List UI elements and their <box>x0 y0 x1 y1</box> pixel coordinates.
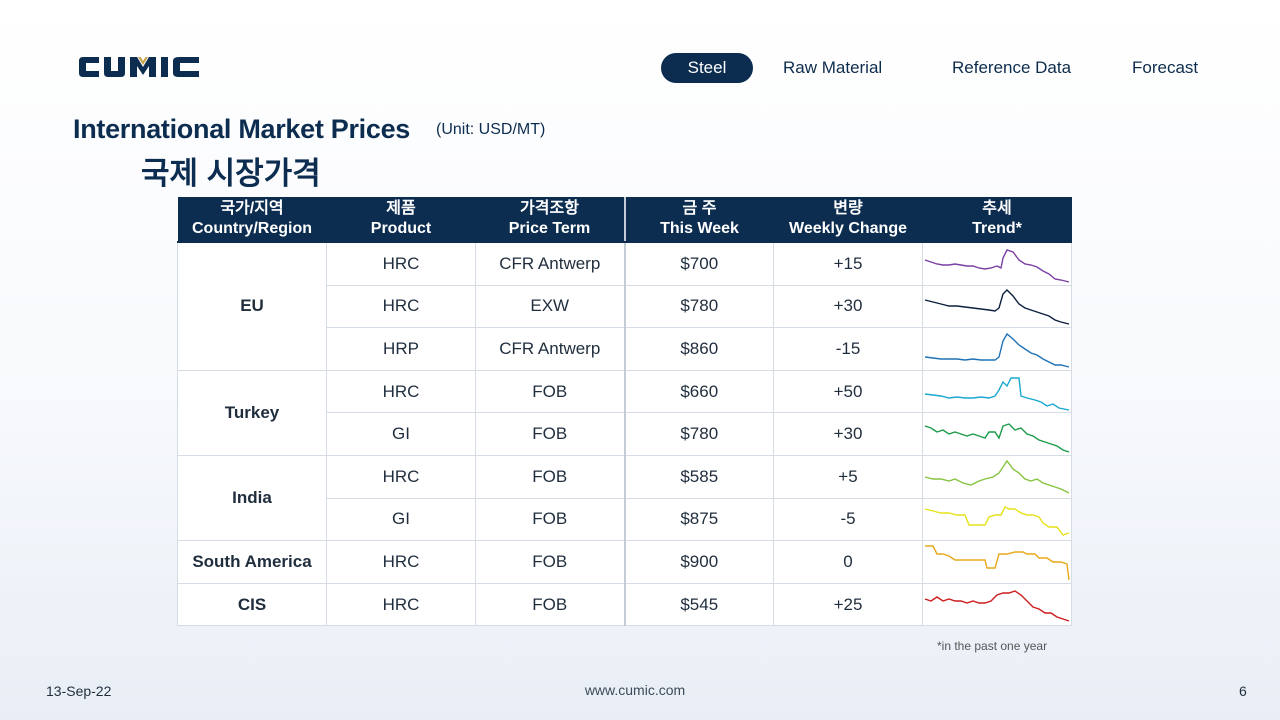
price-cell: $585 <box>623 454 774 499</box>
change-cell: +30 <box>773 412 923 456</box>
unit-label: (Unit: USD/MT) <box>436 121 546 138</box>
change-cell: +25 <box>773 582 923 627</box>
region-cell: CIS <box>177 582 327 627</box>
table-row: South America HRC FOB $900 0 <box>177 540 1072 584</box>
term-cell: EXW <box>475 284 625 329</box>
product-cell: HRC <box>326 454 476 499</box>
nav-tab-reference-data[interactable]: Reference Data <box>952 58 1072 77</box>
trend-sparkline <box>924 459 1070 494</box>
term-cell: FOB <box>475 369 625 414</box>
price-table: 국가/지역 Country/Region 제품 Product 가격조항 Price … <box>177 197 1072 627</box>
term-cell: FOB <box>475 540 625 584</box>
header-trend: 추세 Trend* <box>922 197 1072 243</box>
price-cell: $860 <box>623 327 774 371</box>
change-cell: -15 <box>773 327 923 371</box>
price-cell: $780 <box>623 412 774 456</box>
product-cell: HRC <box>326 582 476 627</box>
price-cell: $780 <box>623 284 774 329</box>
change-cell: 0 <box>773 540 923 584</box>
footer-url[interactable]: www.cumic.com <box>584 682 686 698</box>
trend-sparkline <box>925 545 1070 581</box>
table-row: HRC EXW $780 +30 <box>178 284 1072 329</box>
table-row: EU HRC CFR Antwerp $700 +15 <box>177 241 1072 371</box>
change-cell: +15 <box>773 241 923 286</box>
product-cell: HRC <box>326 369 476 414</box>
trend-cell <box>922 582 1072 627</box>
table-row: India HRC FOB $585 +5 <box>177 454 1072 542</box>
price-cell: $700 <box>623 241 774 286</box>
trend-sparkline <box>924 376 1070 411</box>
footer-date: 13-Sep-22 <box>46 683 112 699</box>
term-cell: FOB <box>475 497 625 542</box>
change-cell: +30 <box>773 284 923 329</box>
page-title-korean: 국제 시장가격 <box>141 156 321 191</box>
trend-cell <box>922 412 1072 456</box>
table-row: GI FOB $780 +30 <box>178 412 1072 456</box>
trend-cell <box>922 284 1072 329</box>
header-weekly-change: 변량 Weekly Change <box>773 197 923 243</box>
change-cell: +5 <box>773 454 923 499</box>
term-cell: CFR Antwerp <box>475 241 625 286</box>
trend-cell <box>922 369 1072 414</box>
table-row: GI FOB $875 -5 <box>178 497 1072 542</box>
region-cell: South America <box>177 540 327 584</box>
header-country-region: 국가/지역 Country/Region <box>177 197 327 243</box>
product-cell: HRC <box>326 241 476 286</box>
cumic-logo <box>77 55 205 81</box>
price-cell: $545 <box>623 582 774 627</box>
change-cell: +50 <box>773 369 923 414</box>
trend-sparkline <box>924 332 1070 368</box>
trend-sparkline <box>924 589 1070 622</box>
trend-cell <box>922 454 1072 499</box>
header-this-week: 금 주 This Week <box>623 197 774 243</box>
page-title: International Market Prices <box>73 114 411 144</box>
trend-sparkline <box>924 289 1070 326</box>
nav-tab-steel[interactable]: Steel <box>661 53 753 83</box>
trend-sparkline <box>924 423 1070 453</box>
trend-cell <box>922 241 1072 286</box>
price-cell: $900 <box>623 540 774 584</box>
page-number: 6 <box>1239 683 1247 699</box>
header-product: 제품 Product <box>326 197 476 243</box>
product-cell: HRC <box>326 540 476 584</box>
region-cell: India <box>177 454 327 542</box>
change-cell: -5 <box>773 497 923 542</box>
table-header-row: 국가/지역 Country/Region 제품 Product 가격조항 Price … <box>177 197 1072 243</box>
trend-cell <box>922 497 1072 542</box>
price-cell: $660 <box>623 369 774 414</box>
product-cell: HRP <box>326 327 476 371</box>
table-row: Turkey HRC FOB $660 +50 <box>177 369 1072 456</box>
trend-footnote: *in the past one year <box>937 639 1048 653</box>
cumic-logo-mark <box>79 57 199 77</box>
price-cell: $875 <box>623 497 774 542</box>
header-price-term: 가격조항 Price Term <box>475 197 625 243</box>
trend-cell <box>922 540 1072 584</box>
table-row: CIS HRC FOB $545 +25 <box>177 582 1072 627</box>
table-row: HRP CFR Antwerp $860 -15 <box>178 327 1072 371</box>
trend-sparkline <box>924 248 1070 283</box>
trend-cell <box>922 327 1072 371</box>
region-cell: EU <box>177 241 327 371</box>
term-cell: CFR Antwerp <box>475 327 625 371</box>
product-cell: HRC <box>326 284 476 329</box>
product-cell: GI <box>326 497 476 542</box>
term-cell: FOB <box>475 412 625 456</box>
nav-tab-forecast[interactable]: Forecast <box>1132 58 1199 77</box>
trend-sparkline <box>924 506 1070 537</box>
product-cell: GI <box>326 412 476 456</box>
nav-tab-raw-material[interactable]: Raw Material <box>783 58 883 77</box>
term-cell: FOB <box>475 582 625 627</box>
region-cell: Turkey <box>177 369 327 456</box>
term-cell: FOB <box>475 454 625 499</box>
